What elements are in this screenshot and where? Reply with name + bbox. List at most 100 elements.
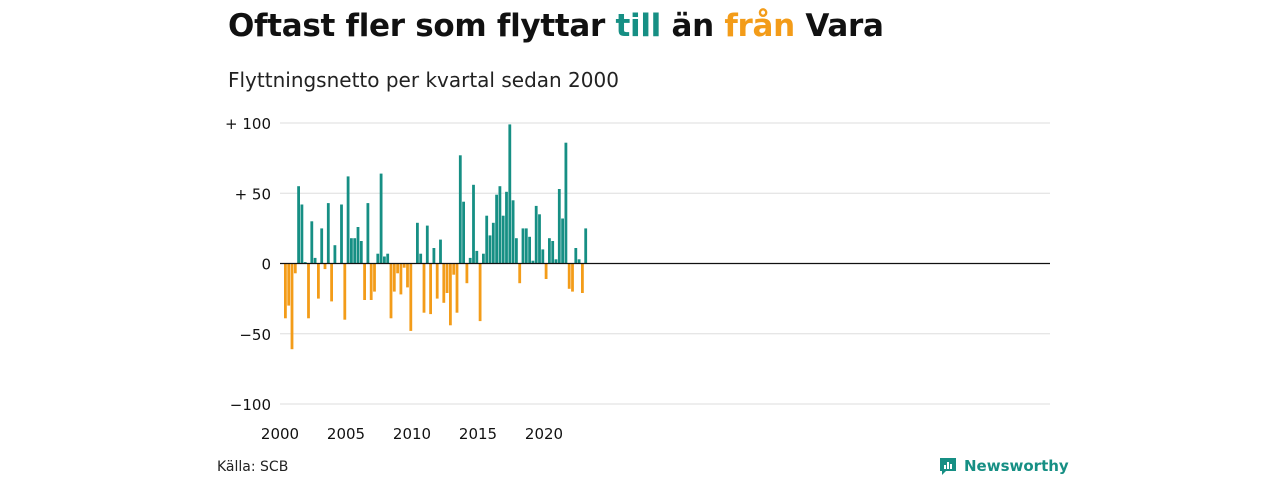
bar bbox=[544, 263, 548, 279]
bar bbox=[571, 263, 574, 292]
bar bbox=[482, 253, 485, 264]
bar bbox=[293, 263, 297, 274]
bar bbox=[468, 257, 472, 264]
bar bbox=[554, 259, 558, 264]
bar bbox=[577, 259, 581, 264]
bar bbox=[501, 215, 505, 264]
bar bbox=[531, 260, 535, 264]
bar bbox=[452, 263, 456, 275]
y-tick-label: 0 bbox=[261, 256, 271, 274]
bar bbox=[297, 186, 300, 264]
bar bbox=[475, 250, 479, 264]
bar bbox=[515, 238, 518, 264]
bar bbox=[409, 263, 413, 331]
bar bbox=[346, 176, 350, 264]
x-tick-label: 2005 bbox=[327, 425, 365, 443]
bar bbox=[366, 203, 370, 264]
bar bbox=[317, 263, 320, 299]
bar bbox=[548, 238, 551, 264]
brand-name: Newsworthy bbox=[964, 457, 1069, 475]
bar bbox=[524, 228, 528, 264]
y-tick-label: −100 bbox=[230, 396, 271, 414]
bar bbox=[422, 263, 426, 313]
bar bbox=[389, 263, 393, 319]
bar bbox=[472, 184, 475, 264]
bar bbox=[455, 263, 459, 313]
bar bbox=[528, 236, 531, 264]
bar bbox=[406, 263, 409, 288]
bar bbox=[445, 263, 449, 293]
bar bbox=[320, 228, 324, 264]
bar bbox=[310, 221, 314, 264]
bar bbox=[581, 263, 584, 293]
bar bbox=[356, 227, 360, 264]
bar bbox=[326, 203, 330, 264]
bar bbox=[330, 263, 333, 302]
bar bbox=[508, 124, 512, 264]
bar bbox=[442, 263, 446, 303]
bar bbox=[567, 263, 571, 289]
x-tick-label: 2015 bbox=[459, 425, 497, 443]
bar bbox=[561, 218, 564, 264]
bar bbox=[495, 194, 498, 264]
title-part3: Vara bbox=[794, 8, 884, 44]
bar bbox=[557, 189, 561, 264]
bar bbox=[340, 204, 343, 264]
chart-bubble-icon bbox=[940, 458, 956, 475]
title-part1: Oftast fler som flyttar bbox=[228, 8, 616, 44]
bar bbox=[383, 256, 386, 264]
bar bbox=[425, 225, 429, 264]
bar bbox=[521, 228, 525, 264]
bar bbox=[323, 263, 327, 270]
bar bbox=[538, 214, 541, 264]
bar bbox=[439, 239, 442, 264]
bar bbox=[402, 263, 406, 268]
bar bbox=[284, 263, 287, 319]
bar bbox=[498, 186, 502, 264]
bar bbox=[363, 263, 366, 300]
bar bbox=[458, 155, 462, 264]
newsworthy-logo: Newsworthy bbox=[938, 456, 1069, 476]
y-tick-label: −50 bbox=[239, 326, 271, 344]
x-tick-label: 2010 bbox=[393, 425, 431, 443]
bar bbox=[429, 263, 432, 315]
bar bbox=[449, 263, 452, 326]
bar bbox=[300, 204, 304, 264]
title-till: till bbox=[615, 8, 661, 44]
bar bbox=[478, 263, 482, 322]
bar bbox=[369, 263, 373, 300]
bar bbox=[343, 263, 347, 320]
bar bbox=[379, 173, 383, 264]
bar bbox=[491, 222, 495, 264]
bar bbox=[290, 263, 294, 350]
bar bbox=[303, 262, 307, 264]
bar bbox=[350, 238, 353, 264]
title-part2: än bbox=[660, 8, 725, 44]
bar bbox=[416, 222, 419, 264]
bar bbox=[392, 263, 396, 292]
bar bbox=[396, 263, 399, 274]
bar bbox=[564, 142, 568, 264]
title-fran: från bbox=[724, 8, 795, 44]
bar bbox=[432, 248, 436, 264]
bar bbox=[534, 205, 538, 264]
bar bbox=[333, 245, 337, 264]
bar bbox=[485, 215, 489, 264]
bar bbox=[353, 238, 357, 264]
bar bbox=[373, 263, 376, 292]
bar bbox=[574, 248, 578, 264]
bar bbox=[462, 201, 465, 264]
bar bbox=[386, 253, 390, 264]
bar bbox=[307, 263, 310, 319]
bar bbox=[419, 253, 423, 264]
bar bbox=[359, 241, 363, 264]
bar bbox=[505, 191, 508, 264]
chart-subtitle: Flyttningsnetto per kvartal sedan 2000 bbox=[228, 68, 619, 92]
bar bbox=[488, 235, 492, 264]
bar bbox=[518, 263, 522, 284]
x-tick-label: 2020 bbox=[525, 425, 563, 443]
bar bbox=[399, 263, 403, 295]
bar bbox=[435, 263, 439, 299]
bar bbox=[551, 241, 555, 264]
